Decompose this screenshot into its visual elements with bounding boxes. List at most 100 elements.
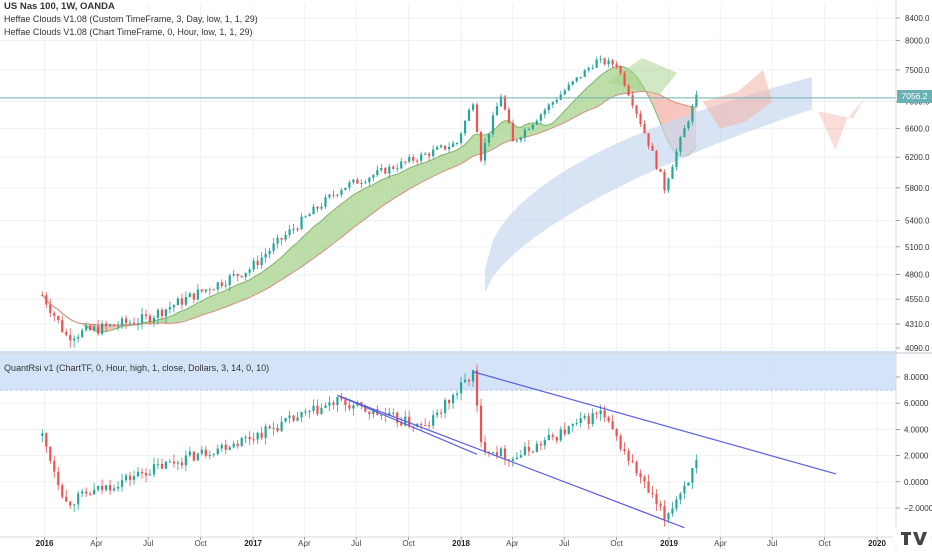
rsi-candle — [237, 444, 239, 446]
x-tick-label: Oct — [402, 539, 415, 548]
price-candle — [480, 132, 482, 161]
rsi-candle — [516, 458, 518, 459]
rsi-candle — [612, 421, 614, 429]
price-candle — [221, 282, 223, 286]
current-price-label: 7056.2 — [897, 90, 932, 103]
price-candle — [372, 175, 374, 178]
rsi-candle — [229, 447, 231, 450]
price-candle — [675, 152, 677, 168]
price-candle — [392, 167, 394, 169]
price-candle — [177, 298, 179, 305]
cloud-segment — [274, 260, 278, 284]
rsi-candle — [532, 451, 534, 452]
price-candle — [332, 195, 334, 196]
price-candle — [440, 146, 442, 148]
price-tick-label: 6600.0 — [905, 125, 930, 134]
cloud-segment — [329, 210, 333, 246]
rsi-candle — [616, 429, 618, 436]
rsi-candle — [552, 435, 554, 437]
rsi-candle — [655, 494, 657, 504]
rsi-candle — [560, 429, 562, 440]
rsi-candle — [512, 459, 514, 461]
price-candle — [620, 67, 622, 73]
rsi-candle — [189, 452, 191, 456]
price-candle — [137, 323, 139, 324]
rsi-candle — [209, 455, 211, 456]
cloud-segment — [226, 288, 230, 307]
cloud-segment — [517, 127, 521, 139]
cloud-segment — [254, 275, 258, 296]
price-candle — [304, 216, 306, 217]
price-candle — [464, 121, 466, 134]
price-candle — [57, 316, 59, 320]
price-candle — [181, 298, 183, 304]
cloud-segment — [589, 83, 593, 110]
price-candle — [635, 106, 637, 114]
price-candle — [205, 289, 207, 291]
rsi-candle — [265, 426, 267, 438]
price-candle — [667, 179, 669, 190]
cloud-segment — [597, 75, 601, 107]
rsi-candle — [432, 415, 434, 425]
rsi-candle — [284, 418, 286, 422]
price-candle — [292, 229, 294, 230]
price-candle — [185, 297, 187, 305]
rsi-candle — [57, 472, 59, 486]
cloud-segment — [218, 292, 222, 310]
rsi-candle — [101, 486, 103, 490]
rsi-candle — [181, 462, 183, 465]
price-candle — [596, 60, 598, 68]
price-candle — [424, 154, 426, 155]
price-candle — [69, 335, 71, 340]
price-candle — [93, 327, 95, 331]
price-candle — [280, 238, 282, 240]
price-candle — [659, 169, 661, 172]
price-tick-label: 7500.0 — [905, 66, 930, 75]
rsi-candle — [61, 485, 63, 497]
price-candle — [169, 307, 171, 309]
cloud-segment — [278, 257, 282, 282]
cloud-segment — [397, 172, 401, 196]
cloud-segment — [234, 284, 238, 303]
rsi-candle — [348, 405, 350, 409]
x-tick-label: Apr — [298, 539, 311, 548]
price-candle — [616, 64, 618, 66]
price-candle — [552, 102, 554, 104]
cloud-segment — [365, 186, 369, 218]
rsi-candle — [93, 490, 95, 495]
rsi-candle — [695, 460, 697, 468]
x-tick-label: Oct — [610, 539, 623, 548]
price-candle — [436, 147, 438, 149]
cloud-segment — [401, 170, 405, 194]
x-tick-label: Apr — [90, 539, 103, 548]
rsi-candle — [253, 439, 255, 440]
price-tick-label: 4090.0 — [905, 344, 930, 353]
rsi-candle — [277, 428, 279, 431]
cloud-segment — [298, 238, 302, 269]
cloud-segment — [357, 190, 361, 224]
rsi-candle — [540, 444, 542, 446]
cloud-segment — [361, 188, 365, 222]
x-tick-label: Oct — [194, 539, 207, 548]
rsi-candle — [392, 413, 394, 414]
rsi-candle — [121, 480, 123, 487]
price-candle — [508, 109, 510, 122]
rsi-candle — [452, 395, 454, 403]
price-candle — [472, 105, 474, 110]
price-candle — [189, 293, 191, 297]
cloud-segment — [421, 162, 425, 182]
rsi-candle — [249, 437, 251, 439]
rsi-candle — [233, 444, 235, 448]
rsi-candle — [316, 406, 318, 414]
price-candle — [133, 323, 135, 325]
rsi-candle — [635, 462, 637, 473]
rsi-candle — [336, 397, 338, 405]
price-candle — [89, 326, 91, 330]
rsi-tick-label: 0.0000 — [904, 478, 929, 487]
chart-title: US Nas 100, 1W, OANDA — [4, 1, 115, 12]
rsi-candle — [444, 400, 446, 413]
price-candle — [253, 261, 255, 270]
rsi-candle — [69, 502, 71, 506]
